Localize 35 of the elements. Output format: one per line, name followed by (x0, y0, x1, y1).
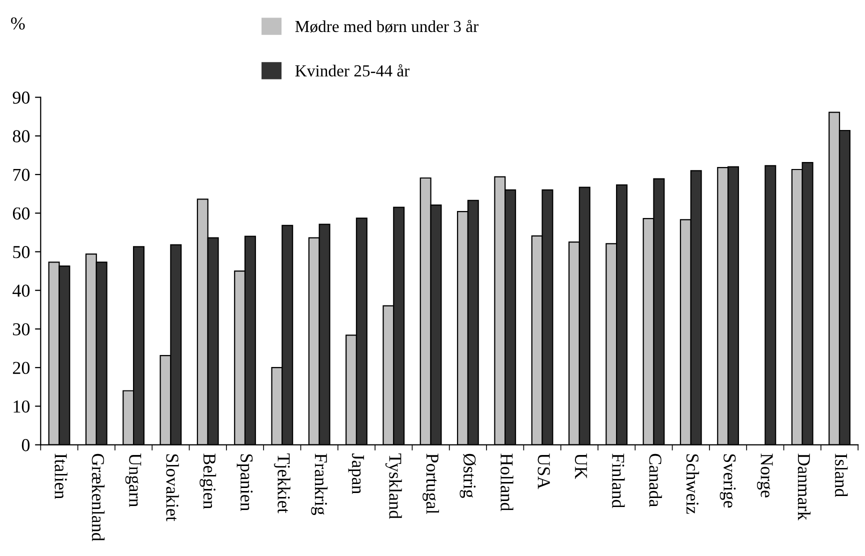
x-tick-label: Holland (500, 454, 514, 512)
x-tick-label: Island (834, 454, 848, 498)
y-tick-label: 50 (13, 246, 30, 258)
y-tick-label: 10 (14, 400, 30, 413)
x-tick-label: Spanien (236, 454, 253, 512)
y-tick-label: 70 (13, 168, 30, 181)
y-tick-label: 0 (22, 439, 30, 452)
y-tick-label: 80 (12, 130, 30, 142)
x-tick-label: USA (538, 454, 550, 490)
x-tick-label: Danmark (798, 454, 811, 520)
y-tick-label: 90 (12, 92, 30, 104)
x-tick-label: Grækenland (92, 454, 105, 542)
x-tick-label: Sverige (720, 454, 736, 508)
y-tick-label: 40 (12, 284, 30, 297)
y-axis-title: % (11, 17, 25, 30)
x-tick-label: Norge (757, 454, 773, 498)
x-tick-label: Portugal (422, 454, 439, 514)
x-tick-label: Østrig (460, 454, 476, 498)
x-tick-label: Schweiz (686, 454, 700, 514)
x-tick-label: Tyskland (385, 453, 402, 519)
x-tick-label: Italien (54, 454, 68, 499)
y-tick-label: 20 (12, 362, 30, 374)
legend-label: Kvinder 25-44 år (295, 64, 410, 76)
y-tick-label: 60 (12, 207, 30, 220)
y-tick-label: 30 (13, 323, 30, 336)
x-tick-label: Tjekkiet (274, 453, 290, 514)
x-tick-label: Japan (348, 454, 364, 494)
legend-label: Mødre med børn under 3 år (295, 20, 478, 33)
x-tick-label: Ungarn (125, 454, 142, 508)
x-tick-label: Finland (612, 454, 625, 508)
x-tick-label: Canada (649, 454, 662, 508)
x-tick-label: Frankrig (311, 454, 328, 515)
x-tick-label: UK (574, 454, 587, 480)
x-tick-label: Slovakiet (166, 454, 179, 522)
x-tick-label: Belgien (200, 454, 216, 510)
